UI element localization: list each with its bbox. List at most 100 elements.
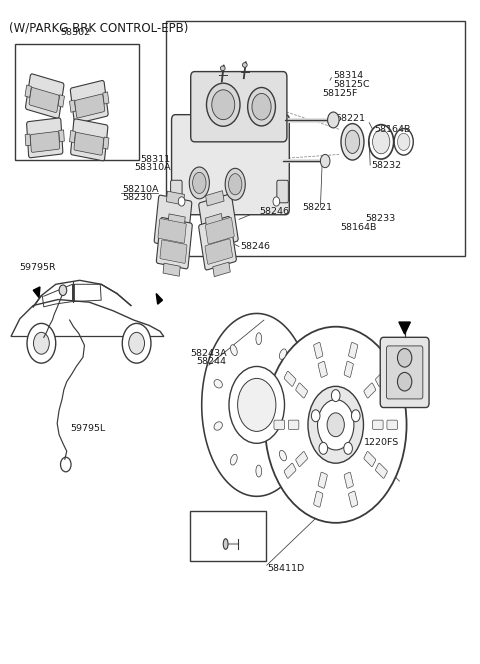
- Ellipse shape: [214, 380, 222, 388]
- Text: 58302: 58302: [60, 28, 90, 37]
- Bar: [213, 262, 230, 277]
- Circle shape: [308, 386, 363, 463]
- Text: 58230: 58230: [123, 193, 153, 202]
- Text: 58411D: 58411D: [268, 564, 305, 573]
- FancyBboxPatch shape: [75, 94, 105, 118]
- Circle shape: [327, 413, 344, 437]
- Bar: [58, 95, 64, 107]
- Circle shape: [178, 197, 185, 206]
- Circle shape: [327, 112, 339, 128]
- FancyBboxPatch shape: [364, 383, 376, 398]
- FancyBboxPatch shape: [372, 420, 383, 430]
- Text: 58164B: 58164B: [374, 125, 410, 133]
- FancyBboxPatch shape: [318, 472, 327, 488]
- FancyBboxPatch shape: [314, 343, 323, 359]
- FancyBboxPatch shape: [26, 118, 63, 158]
- FancyBboxPatch shape: [170, 180, 182, 203]
- Text: 58163B: 58163B: [218, 77, 255, 86]
- Text: 58221: 58221: [302, 203, 332, 212]
- Polygon shape: [156, 293, 162, 304]
- FancyBboxPatch shape: [344, 472, 353, 488]
- Text: 1220FS: 1220FS: [363, 438, 399, 447]
- Bar: [70, 100, 76, 112]
- FancyBboxPatch shape: [348, 491, 358, 507]
- Ellipse shape: [248, 88, 276, 126]
- Circle shape: [312, 410, 320, 422]
- FancyBboxPatch shape: [380, 337, 429, 408]
- Ellipse shape: [206, 83, 240, 126]
- FancyBboxPatch shape: [156, 218, 192, 269]
- FancyBboxPatch shape: [284, 371, 296, 386]
- FancyBboxPatch shape: [154, 195, 192, 249]
- Ellipse shape: [214, 422, 222, 430]
- FancyBboxPatch shape: [277, 180, 288, 203]
- FancyBboxPatch shape: [29, 88, 59, 113]
- FancyBboxPatch shape: [284, 463, 296, 478]
- Ellipse shape: [256, 465, 262, 477]
- Bar: [166, 21, 465, 256]
- Ellipse shape: [397, 373, 412, 391]
- Polygon shape: [33, 287, 40, 297]
- Bar: [103, 92, 109, 104]
- FancyBboxPatch shape: [25, 74, 64, 118]
- Text: 58210A: 58210A: [123, 185, 159, 194]
- FancyBboxPatch shape: [160, 240, 187, 264]
- Ellipse shape: [212, 90, 235, 120]
- FancyBboxPatch shape: [344, 361, 353, 377]
- Text: 59795L: 59795L: [70, 424, 105, 432]
- Ellipse shape: [279, 450, 287, 461]
- Text: 58314: 58314: [333, 71, 363, 80]
- Text: 58244: 58244: [196, 357, 226, 366]
- FancyBboxPatch shape: [205, 217, 234, 244]
- FancyBboxPatch shape: [158, 218, 186, 243]
- FancyBboxPatch shape: [314, 491, 323, 507]
- Text: 58233: 58233: [365, 214, 396, 222]
- FancyBboxPatch shape: [71, 119, 108, 161]
- Text: (W/PARKG BRK CONTROL-EPB): (W/PARKG BRK CONTROL-EPB): [9, 22, 189, 35]
- Bar: [167, 191, 184, 205]
- FancyBboxPatch shape: [386, 346, 423, 399]
- Circle shape: [319, 442, 328, 454]
- FancyBboxPatch shape: [296, 383, 308, 398]
- Ellipse shape: [256, 333, 262, 345]
- FancyBboxPatch shape: [274, 420, 285, 430]
- Ellipse shape: [397, 349, 412, 367]
- FancyBboxPatch shape: [205, 239, 232, 264]
- Bar: [190, 511, 266, 560]
- Ellipse shape: [230, 454, 237, 465]
- Bar: [205, 191, 224, 206]
- Ellipse shape: [220, 66, 225, 70]
- Circle shape: [331, 390, 340, 402]
- Bar: [25, 134, 31, 146]
- FancyBboxPatch shape: [199, 194, 238, 250]
- Ellipse shape: [225, 169, 245, 200]
- FancyBboxPatch shape: [74, 132, 104, 155]
- Ellipse shape: [279, 349, 287, 359]
- FancyBboxPatch shape: [364, 452, 376, 467]
- FancyBboxPatch shape: [30, 131, 60, 152]
- Ellipse shape: [341, 124, 364, 160]
- Circle shape: [34, 332, 49, 354]
- Circle shape: [344, 442, 352, 454]
- Ellipse shape: [230, 345, 237, 355]
- FancyBboxPatch shape: [387, 420, 397, 430]
- Text: 58243A: 58243A: [191, 349, 227, 358]
- Ellipse shape: [252, 94, 271, 120]
- Polygon shape: [399, 322, 410, 334]
- Ellipse shape: [242, 62, 247, 67]
- Circle shape: [229, 367, 285, 444]
- Ellipse shape: [223, 539, 228, 549]
- Ellipse shape: [345, 130, 360, 153]
- Bar: [168, 214, 185, 227]
- Circle shape: [372, 130, 390, 154]
- FancyBboxPatch shape: [199, 216, 236, 270]
- FancyBboxPatch shape: [375, 463, 387, 478]
- Circle shape: [122, 323, 151, 363]
- Circle shape: [318, 400, 354, 450]
- Circle shape: [129, 332, 144, 354]
- Bar: [161, 243, 179, 257]
- Bar: [59, 130, 64, 141]
- FancyBboxPatch shape: [375, 371, 387, 386]
- Circle shape: [265, 327, 407, 523]
- Text: 59795R: 59795R: [19, 262, 56, 272]
